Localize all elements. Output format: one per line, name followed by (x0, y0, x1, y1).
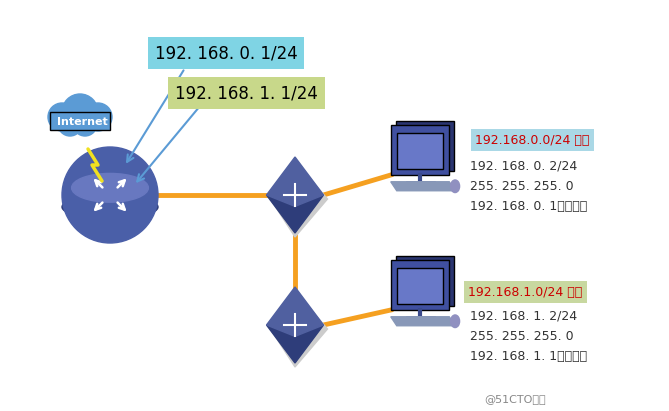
Circle shape (62, 147, 158, 243)
FancyBboxPatch shape (391, 261, 450, 310)
Ellipse shape (451, 180, 460, 192)
Text: 255. 255. 255. 0: 255. 255. 255. 0 (470, 180, 573, 192)
FancyBboxPatch shape (396, 122, 454, 171)
Text: 192. 168. 0. 1/24: 192. 168. 0. 1/24 (155, 44, 298, 62)
FancyBboxPatch shape (396, 256, 454, 306)
Text: Internet: Internet (57, 117, 108, 127)
Polygon shape (266, 325, 324, 363)
FancyBboxPatch shape (397, 133, 444, 169)
Text: 192.168.0.0/24 网段: 192.168.0.0/24 网段 (475, 134, 589, 146)
FancyBboxPatch shape (397, 268, 444, 304)
Text: 192. 168. 1. 1/24: 192. 168. 1. 1/24 (175, 84, 318, 102)
Ellipse shape (451, 315, 460, 328)
FancyBboxPatch shape (50, 112, 110, 130)
Polygon shape (266, 195, 324, 233)
Polygon shape (391, 317, 455, 326)
Circle shape (62, 94, 98, 130)
Text: 192. 168. 1. 2/24: 192. 168. 1. 2/24 (470, 309, 577, 323)
Ellipse shape (62, 195, 158, 219)
Polygon shape (266, 157, 324, 206)
Circle shape (84, 103, 112, 131)
Text: @51CTO博客: @51CTO博客 (484, 394, 546, 404)
Polygon shape (270, 161, 328, 237)
Polygon shape (270, 291, 328, 367)
Circle shape (73, 112, 97, 136)
Circle shape (48, 103, 76, 131)
Text: 192.168.1.0/24 网段: 192.168.1.0/24 网段 (468, 286, 582, 298)
Text: 192. 168. 1. 1（网关）: 192. 168. 1. 1（网关） (470, 349, 587, 363)
Polygon shape (266, 287, 324, 336)
Text: 192. 168. 0. 2/24: 192. 168. 0. 2/24 (470, 159, 577, 173)
Text: 192. 168. 0. 1（网关）: 192. 168. 0. 1（网关） (470, 199, 587, 212)
FancyBboxPatch shape (391, 125, 450, 175)
Circle shape (58, 112, 82, 136)
Polygon shape (391, 182, 455, 191)
Text: 255. 255. 255. 0: 255. 255. 255. 0 (470, 330, 573, 342)
Ellipse shape (72, 173, 149, 202)
